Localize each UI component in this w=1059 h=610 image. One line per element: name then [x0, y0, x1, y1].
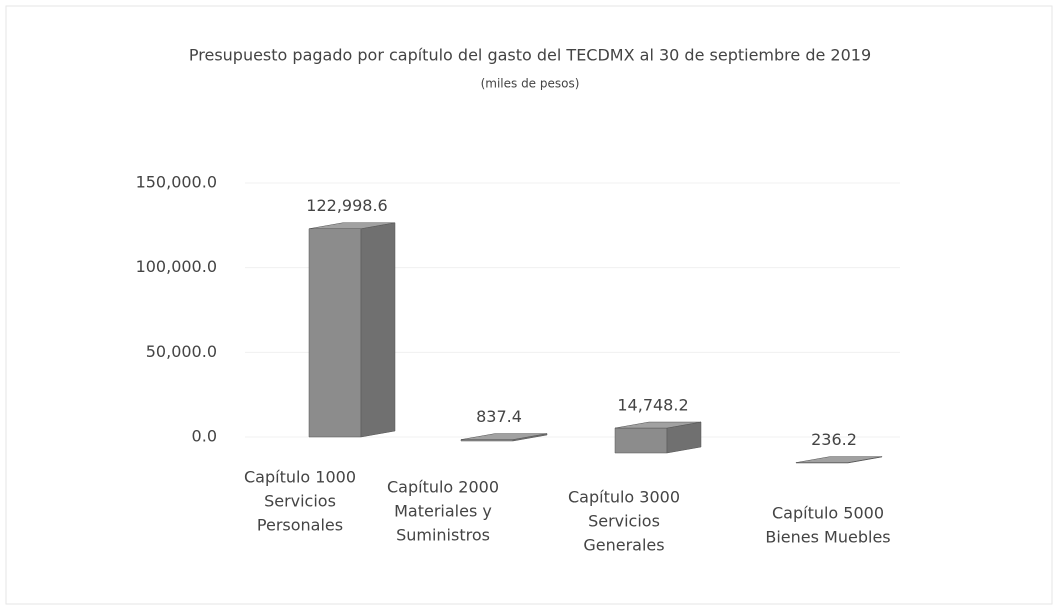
chart-subtitle: (miles de pesos)	[481, 77, 580, 91]
bar	[460, 433, 548, 442]
x-tick-label: Materiales y	[394, 502, 492, 521]
x-tick-label: Capítulo 3000	[568, 488, 680, 507]
bar	[795, 456, 883, 464]
bar-side	[360, 222, 396, 438]
bar-front	[614, 427, 668, 454]
x-tick-label: Capítulo 1000	[244, 468, 356, 487]
y-tick-label: 0.0	[192, 427, 217, 446]
x-tick-label: Personales	[257, 516, 343, 535]
x-tick-label: Capítulo 2000	[387, 478, 499, 497]
x-tick-label: Suministros	[396, 526, 490, 545]
x-tick-label: Bienes Muebles	[765, 528, 890, 547]
y-tick-label: 50,000.0	[146, 342, 217, 361]
bar-front	[308, 228, 362, 438]
y-tick-label: 100,000.0	[136, 257, 217, 276]
value-label: 837.4	[476, 407, 522, 426]
value-label: 14,748.2	[617, 396, 688, 415]
x-tick-label: Generales	[583, 536, 664, 555]
value-label: 122,998.6	[306, 196, 387, 215]
bar-top	[795, 456, 883, 463]
chart-border	[5, 5, 1053, 605]
bar	[308, 222, 396, 438]
x-tick-label: Servicios	[588, 512, 660, 531]
value-label: 236.2	[811, 430, 857, 449]
bar-top	[460, 433, 548, 440]
chart-title: Presupuesto pagado por capítulo del gast…	[189, 46, 871, 65]
bar-top	[614, 421, 702, 429]
x-tick-label: Servicios	[264, 492, 336, 511]
bar-top	[308, 222, 396, 229]
bar	[614, 421, 702, 454]
x-tick-label: Capítulo 5000	[772, 504, 884, 523]
y-tick-label: 150,000.0	[136, 173, 217, 192]
